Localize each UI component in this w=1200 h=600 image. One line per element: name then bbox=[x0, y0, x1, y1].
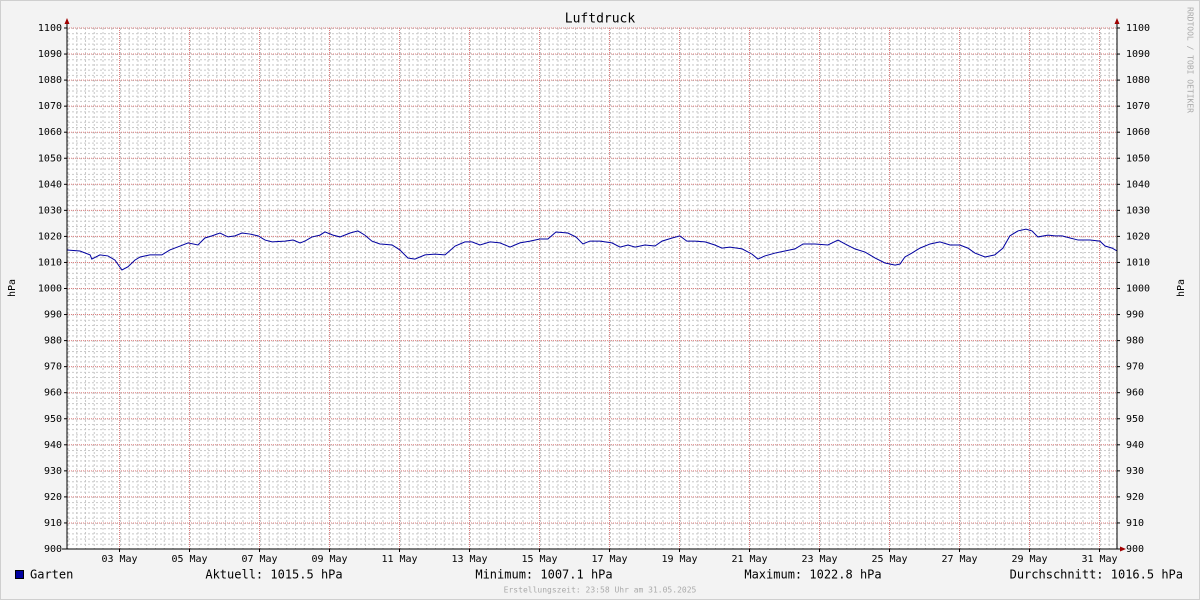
legend-label: Garten bbox=[30, 568, 73, 582]
y-tick-label: 950 bbox=[44, 414, 62, 425]
stat-average: Durchschnitt: 1016.5 hPa bbox=[1010, 568, 1183, 582]
y-tick-label-right: 1020 bbox=[1126, 231, 1150, 242]
data-line bbox=[66, 228, 1118, 271]
y-tick-label: 900 bbox=[44, 544, 62, 555]
y-tick-label: 980 bbox=[44, 336, 62, 347]
axis-arrow bbox=[1114, 18, 1120, 24]
y-tick-label-right: 1060 bbox=[1126, 127, 1150, 138]
marks bbox=[66, 228, 1118, 271]
stat-current: Aktuell: 1015.5 hPa bbox=[205, 568, 342, 582]
y-tick-label: 920 bbox=[44, 492, 62, 503]
legend-swatch bbox=[16, 571, 23, 578]
x-tick-label: 31 May bbox=[1081, 554, 1117, 565]
stat-maximum: Maximum: 1022.8 hPa bbox=[744, 568, 881, 582]
x-tick-label: 29 May bbox=[1011, 554, 1047, 565]
footer: Erstellungszeit: 23:58 Uhr am 31.05.2025 bbox=[504, 586, 697, 595]
x-tick-label: 23 May bbox=[801, 554, 837, 565]
y-tick-label: 1080 bbox=[38, 75, 62, 86]
y-tick-label: 1000 bbox=[38, 284, 62, 295]
x-tick-label: 03 May bbox=[101, 554, 137, 565]
y-tick-label: 1040 bbox=[38, 179, 62, 190]
y-tick-label-right: 920 bbox=[1126, 492, 1144, 503]
y-tick-label: 940 bbox=[44, 440, 62, 451]
axis-arrow bbox=[1120, 546, 1126, 552]
y-tick-label: 1020 bbox=[38, 231, 62, 242]
x-tick-label: 27 May bbox=[941, 554, 977, 565]
y-tick-label: 1060 bbox=[38, 127, 62, 138]
y-tick-label-right: 1030 bbox=[1126, 205, 1150, 216]
y-axis-label-right: hPa bbox=[1176, 279, 1187, 297]
y-tick-label-right: 1000 bbox=[1126, 284, 1150, 295]
x-tick-label: 15 May bbox=[521, 554, 557, 565]
chart-title: Luftdruck bbox=[565, 12, 636, 27]
y-tick-label-right: 1080 bbox=[1126, 75, 1150, 86]
x-tick-label: 05 May bbox=[171, 554, 207, 565]
x-tick-label: 17 May bbox=[591, 554, 627, 565]
y-tick-label-right: 1040 bbox=[1126, 179, 1150, 190]
y-tick-label: 990 bbox=[44, 310, 62, 321]
x-tick-label: 25 May bbox=[871, 554, 907, 565]
x-tick-label: 11 May bbox=[381, 554, 417, 565]
y-tick-label-right: 950 bbox=[1126, 414, 1144, 425]
y-tick-label-right: 960 bbox=[1126, 388, 1144, 399]
y-tick-label-right: 900 bbox=[1126, 544, 1144, 555]
y-tick-label-right: 1050 bbox=[1126, 153, 1150, 164]
y-tick-label-right: 940 bbox=[1126, 440, 1144, 451]
watermark: RRDTOOL / TOBI OETIKER bbox=[1186, 7, 1195, 113]
stat-minimum: Minimum: 1007.1 hPa bbox=[475, 568, 612, 582]
x-tick-label: 21 May bbox=[731, 554, 767, 565]
x-tick-label: 13 May bbox=[451, 554, 487, 565]
y-tick-label: 1010 bbox=[38, 257, 62, 268]
y-tick-label: 1100 bbox=[38, 23, 62, 34]
y-tick-label-right: 930 bbox=[1126, 466, 1144, 477]
y-tick-label-right: 970 bbox=[1126, 362, 1144, 373]
y-tick-label-right: 990 bbox=[1126, 310, 1144, 321]
y-tick-label: 960 bbox=[44, 388, 62, 399]
y-tick-label-right: 1070 bbox=[1126, 101, 1150, 112]
x-tick-label: 07 May bbox=[241, 554, 277, 565]
x-tick-label: 09 May bbox=[311, 554, 347, 565]
y-tick-label-right: 980 bbox=[1126, 336, 1144, 347]
y-tick-label-right: 1100 bbox=[1126, 23, 1150, 34]
y-tick-label: 1030 bbox=[38, 205, 62, 216]
y-tick-label: 970 bbox=[44, 362, 62, 373]
y-tick-label: 930 bbox=[44, 466, 62, 477]
y-tick-label-right: 910 bbox=[1126, 518, 1144, 529]
y-tick-label-right: 1010 bbox=[1126, 257, 1150, 268]
y-tick-label: 910 bbox=[44, 518, 62, 529]
y-axis-label: hPa bbox=[7, 279, 18, 297]
y-tick-label: 1090 bbox=[38, 49, 62, 60]
y-tick-label: 1070 bbox=[38, 101, 62, 112]
axis-arrow bbox=[64, 18, 70, 24]
x-tick-label: 19 May bbox=[661, 554, 697, 565]
y-tick-label: 1050 bbox=[38, 153, 62, 164]
y-tick-label-right: 1090 bbox=[1126, 49, 1150, 60]
